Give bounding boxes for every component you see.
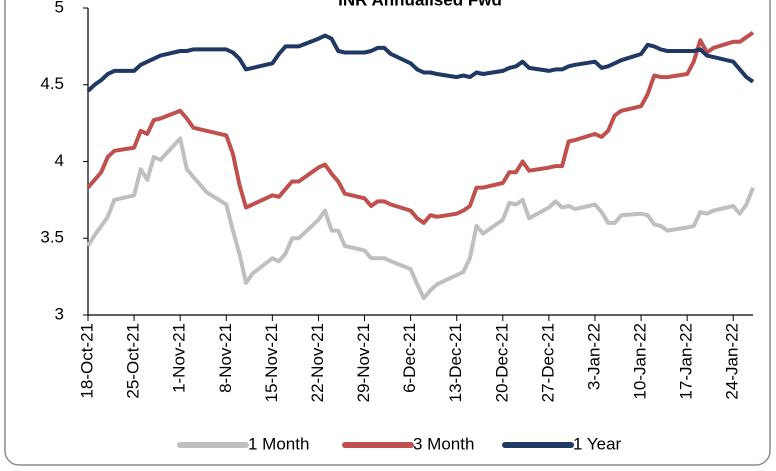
x-tick-label: 1-Nov-21: [170, 323, 189, 393]
x-tick-label: 24-Jan-22: [723, 323, 742, 400]
chart-border: [4, 0, 771, 466]
x-tick-label: 17-Jan-22: [677, 323, 696, 400]
y-tick-label: 3.5: [40, 228, 64, 247]
x-tick-label: 8-Nov-21: [216, 323, 235, 393]
x-tick-label: 29-Nov-21: [354, 323, 373, 402]
x-tick-label: 22-Nov-21: [308, 323, 327, 402]
x-tick-label: 27-Dec-21: [538, 323, 557, 402]
x-tick-label: 18-Oct-21: [77, 323, 96, 399]
x-tick-label: 20-Dec-21: [492, 323, 511, 402]
series-line: [86, 30, 755, 225]
y-tick-label: 5: [55, 0, 64, 16]
series-line: [86, 33, 755, 93]
legend-label: 3 Month: [413, 434, 474, 453]
x-tick-label: 3-Jan-22: [584, 323, 603, 390]
series-line: [86, 136, 755, 301]
x-tick-label: 6-Dec-21: [400, 323, 419, 393]
y-tick-label: 3: [55, 304, 64, 323]
x-tick-label: 15-Nov-21: [262, 323, 281, 402]
x-tick-label: 10-Jan-22: [631, 323, 650, 400]
chart-title: INR Annualised Fwd: [338, 0, 502, 9]
x-tick-label: 13-Dec-21: [446, 323, 465, 402]
x-tick-label: 25-Oct-21: [124, 323, 143, 399]
y-tick-label: 4: [55, 151, 64, 170]
legend-label: 1 Month: [248, 434, 309, 453]
legend-label: 1 Year: [573, 434, 622, 453]
y-tick-label: 4.5: [40, 74, 64, 93]
